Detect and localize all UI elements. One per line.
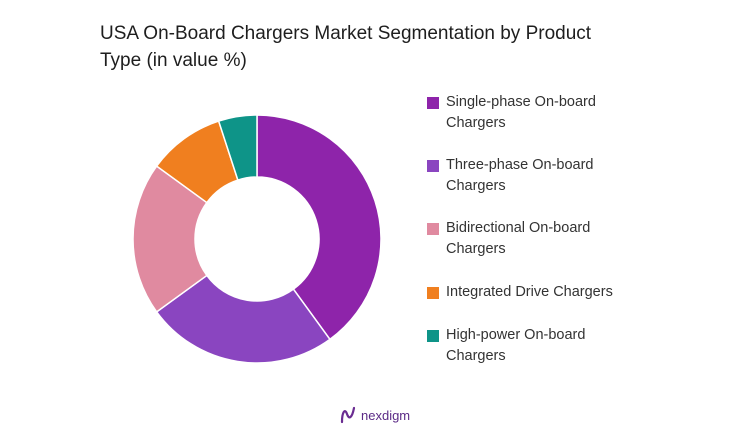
legend-item: Single-phase On-board Chargers xyxy=(427,92,646,134)
legend-item: Three-phase On-board Chargers xyxy=(427,155,646,197)
legend-label: Integrated Drive Chargers xyxy=(446,284,613,300)
legend-swatch xyxy=(427,330,439,342)
brand-name: nexdigm xyxy=(361,407,411,423)
legend-swatch xyxy=(427,160,439,172)
legend-label: Bidirectional On-board Chargers xyxy=(446,220,591,257)
legend-swatch xyxy=(427,97,439,109)
donut-slice-2 xyxy=(155,274,331,364)
donut-slice-5 xyxy=(217,114,258,181)
legend-label: High-power On-board Chargers xyxy=(446,327,586,364)
legend-label: Single-phase On-board Chargers xyxy=(446,94,596,131)
legend-item: Bidirectional On-board Chargers xyxy=(427,218,646,260)
legend-swatch xyxy=(427,287,439,299)
legend-label: Three-phase On-board Chargers xyxy=(446,157,594,194)
donut-slice-3 xyxy=(132,165,208,313)
legend-swatch xyxy=(427,223,439,235)
nexdigm-logo-icon xyxy=(340,406,356,424)
chart-title: USA On-Board Chargers Market Segmentatio… xyxy=(100,23,592,71)
legend-item: Integrated Drive Chargers xyxy=(427,282,646,303)
donut-slice-1 xyxy=(256,114,382,341)
legend-item: High-power On-board Chargers xyxy=(427,325,646,367)
brand-logo: nexdigm xyxy=(340,406,410,424)
